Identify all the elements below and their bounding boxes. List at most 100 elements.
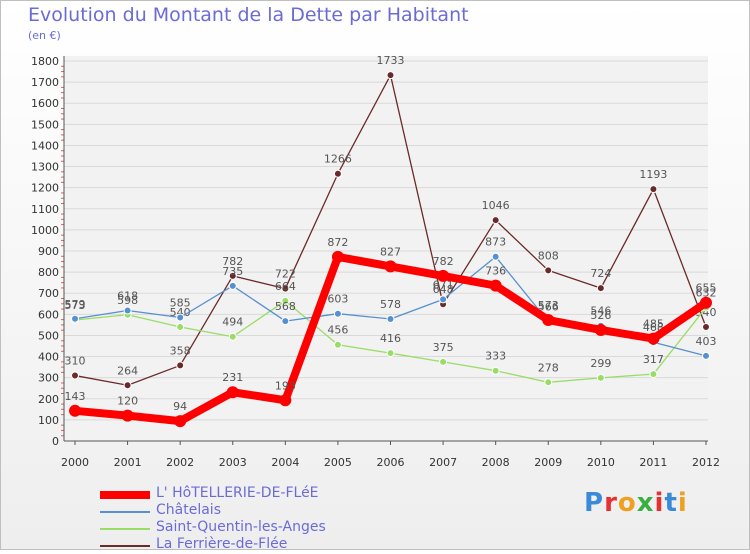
data-point (176, 313, 185, 322)
data-label: 573 (65, 299, 86, 312)
data-label: 264 (117, 364, 138, 377)
y-tick-label: 1400 (31, 139, 59, 152)
x-tick-label: 2009 (534, 456, 562, 469)
x-tick-label: 2005 (324, 456, 352, 469)
legend-swatch (100, 545, 150, 547)
data-label: 873 (485, 236, 506, 249)
y-tick-label: 900 (38, 245, 59, 258)
data-label: 671 (433, 278, 454, 291)
data-label: 578 (380, 298, 401, 311)
y-tick-label: 400 (38, 351, 59, 364)
data-label: 485 (643, 318, 664, 331)
logo-letter: r (604, 488, 618, 518)
legend-item: Châtelais (100, 502, 460, 520)
data-label: 618 (117, 290, 138, 303)
data-label: 655 (696, 282, 717, 295)
y-tick-label: 200 (38, 393, 59, 406)
y-tick-label: 600 (38, 308, 59, 321)
data-label: 416 (380, 332, 401, 345)
data-label: 782 (433, 255, 454, 268)
logo-letter: P (584, 488, 605, 518)
data-label: 573 (538, 299, 559, 312)
x-tick-label: 2000 (61, 456, 89, 469)
data-point (281, 284, 290, 293)
y-tick-label: 1200 (31, 182, 59, 195)
x-tick-label: 2002 (166, 456, 194, 469)
data-point (649, 185, 658, 194)
data-point (437, 269, 450, 282)
data-label: 143 (65, 390, 86, 403)
data-label: 827 (380, 245, 401, 258)
legend-swatch (100, 491, 150, 499)
x-tick-label: 2003 (219, 456, 247, 469)
data-label: 494 (222, 316, 243, 329)
data-label: 358 (170, 344, 191, 357)
data-point (700, 296, 712, 309)
data-label: 317 (643, 353, 664, 366)
data-label: 120 (117, 395, 138, 408)
data-point (69, 404, 81, 417)
data-point (71, 314, 79, 323)
data-point (491, 252, 500, 261)
data-point (439, 357, 448, 366)
data-label: 736 (485, 265, 506, 278)
y-tick-label: 800 (38, 266, 59, 279)
data-label: 299 (590, 357, 611, 370)
y-tick-label: 500 (38, 329, 59, 342)
data-label: 808 (538, 249, 559, 262)
data-point (279, 394, 292, 407)
data-point (544, 378, 553, 387)
chart-title: Evolution du Montant de la Dette par Hab… (28, 4, 469, 26)
legend-label: La Ferrière-de-Flée (156, 536, 288, 552)
data-label: 735 (222, 265, 243, 278)
legend-label: Saint-Quentin-les-Anges (156, 519, 326, 535)
y-tick-label: 1300 (31, 161, 59, 174)
logo-letter: i (677, 488, 688, 518)
data-point (384, 260, 397, 273)
x-tick-label: 2008 (482, 456, 510, 469)
data-label: 648 (433, 283, 454, 296)
data-point (439, 295, 448, 304)
data-label: 782 (222, 255, 243, 268)
chart-legend: L' HôTELLERIE-DE-FLéE Châtelais Saint-Quen… (100, 485, 460, 554)
data-label: 193 (275, 379, 296, 392)
data-point (544, 266, 553, 275)
data-point (228, 281, 237, 290)
data-point (226, 386, 239, 399)
data-label: 872 (327, 236, 348, 249)
data-point (333, 340, 342, 349)
data-point (176, 361, 185, 370)
data-label: 1266 (324, 153, 352, 166)
data-label: 1193 (639, 168, 667, 181)
data-point (333, 169, 342, 178)
data-point (594, 323, 607, 336)
data-point (386, 314, 395, 323)
x-tick-label: 2001 (114, 456, 142, 469)
data-point (281, 296, 290, 305)
y-tick-label: 100 (38, 414, 59, 427)
data-label: 664 (275, 280, 296, 293)
y-tick-label: 1000 (31, 224, 59, 237)
data-point (596, 284, 605, 293)
data-label: 632 (696, 287, 717, 300)
data-point (71, 371, 79, 380)
logo-letter: i (654, 488, 665, 518)
legend-item: Saint-Quentin-les-Anges (100, 519, 460, 537)
data-point (649, 370, 658, 379)
data-label: 585 (170, 297, 191, 310)
data-point (331, 250, 344, 263)
data-label: 724 (590, 267, 611, 280)
x-tick-label: 2011 (639, 456, 667, 469)
y-tick-label: 0 (52, 435, 59, 448)
data-point (176, 323, 185, 331)
data-label: 456 (327, 324, 348, 337)
data-label: 598 (117, 294, 138, 307)
data-point (123, 306, 132, 315)
data-point (386, 71, 395, 80)
data-point (281, 317, 290, 326)
data-point (491, 216, 500, 225)
data-point (596, 373, 605, 382)
logo-letter: t (664, 488, 678, 518)
logo-letter: x (636, 488, 655, 518)
